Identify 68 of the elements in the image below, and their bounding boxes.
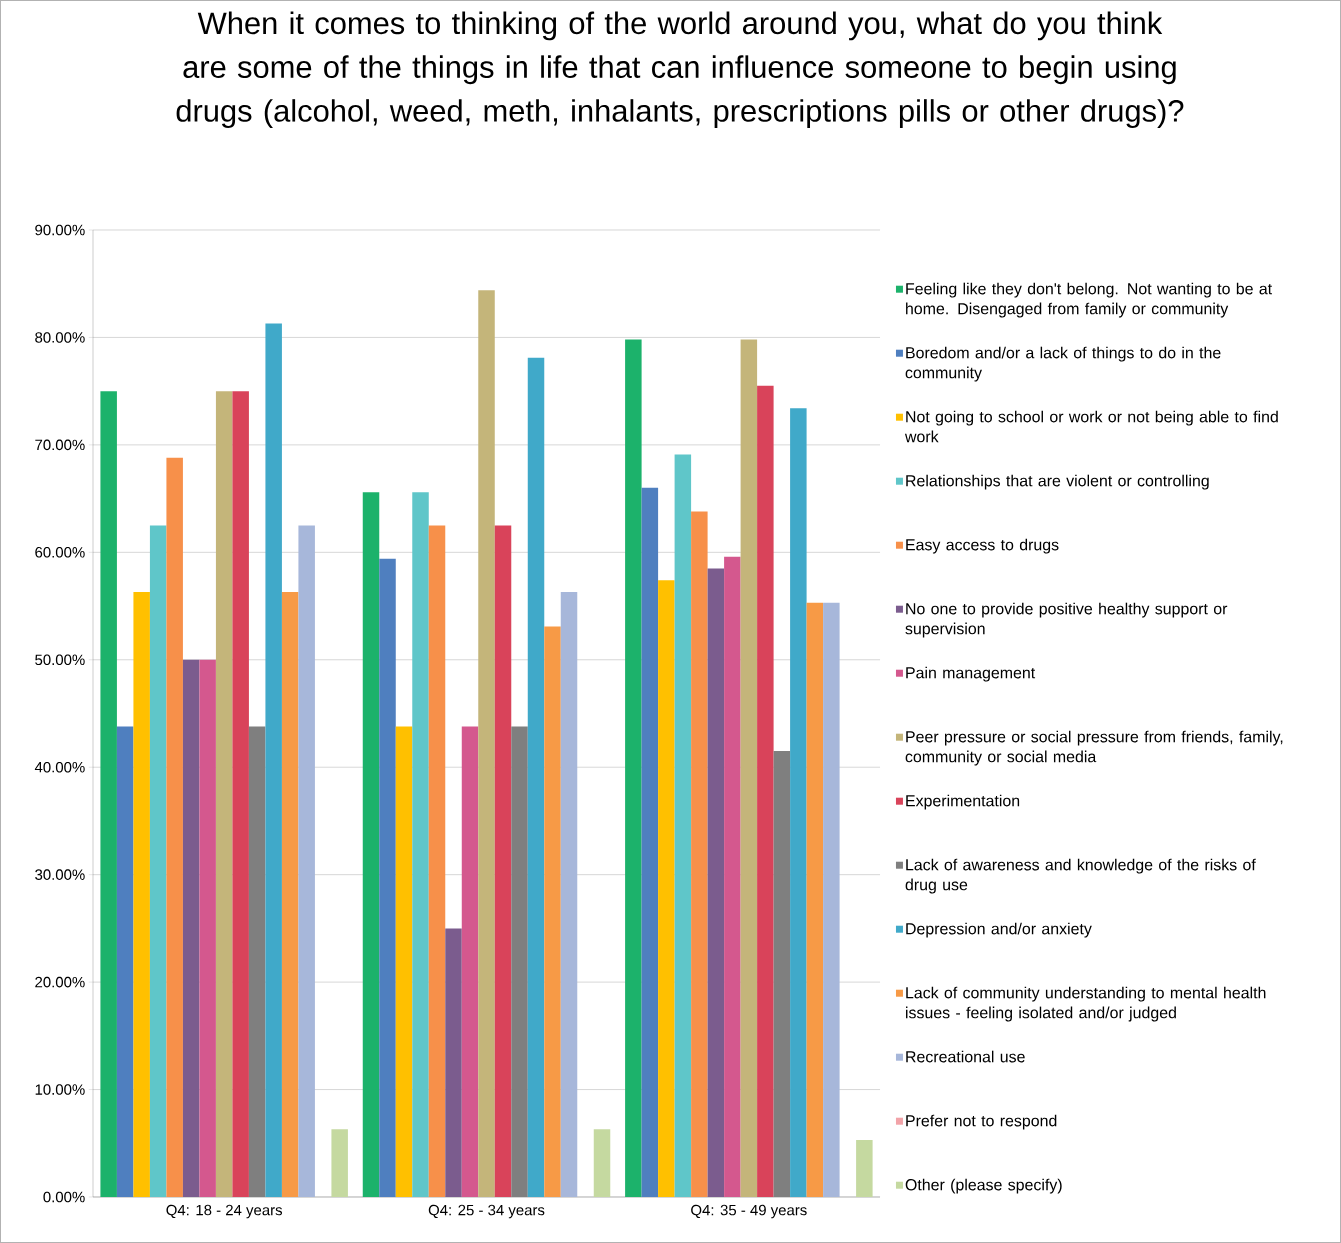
y-tick-label: 80.00% [35, 332, 85, 343]
bar [461, 726, 479, 1197]
bar [379, 558, 396, 1197]
x-tick-label: Q4: 35 - 49 years [691, 1204, 807, 1219]
bar [806, 602, 824, 1197]
y-tick-label: 30.00% [35, 869, 85, 880]
y-tick-label: 70.00% [35, 439, 85, 451]
bar [362, 492, 380, 1197]
bar [232, 391, 249, 1197]
bar [527, 357, 545, 1197]
bar [149, 525, 167, 1197]
legend-label: Prefer not to respond [906, 1114, 1057, 1130]
legend-label: Easy access to drugs [906, 538, 1059, 554]
bar [445, 928, 462, 1197]
bar [691, 511, 708, 1197]
x-tick-label: Q4: 18 - 24 years [166, 1204, 283, 1219]
x-tick-label: Q4: 25 - 34 years [428, 1204, 545, 1219]
bar [100, 391, 117, 1197]
legend-label: Feeling like they don't belong. Not wanting to be at home. Disengaged from family or community [906, 282, 1273, 318]
bar [560, 592, 578, 1197]
legend-label: Lack of community understanding to mental health issues - feeling isolated and/or judged [906, 986, 1266, 1022]
bar [265, 323, 282, 1197]
y-tick-label: 0.00% [43, 1191, 85, 1203]
y-tick-label: 20.00% [35, 976, 85, 988]
bar [478, 290, 495, 1197]
bar [641, 487, 659, 1197]
bar [298, 525, 315, 1197]
legend-label: Not going to school or work or not being able to find work [904, 410, 1278, 443]
bar [757, 385, 774, 1197]
bar [625, 339, 642, 1197]
bar [658, 580, 675, 1197]
bar [593, 1129, 611, 1197]
legend-label: Relationships that are violent or controlling [906, 474, 1209, 490]
bar [116, 726, 134, 1197]
bar [544, 626, 561, 1197]
y-tick-label: 50.00% [35, 654, 85, 666]
bar [412, 492, 429, 1197]
bar [674, 454, 692, 1197]
legend-label: Boredom and/or a lack of things to do in the community [905, 346, 1221, 382]
bar [494, 525, 512, 1197]
bar [707, 568, 725, 1197]
bar [215, 391, 233, 1197]
legend-label: Pain management [906, 666, 1036, 682]
y-tick-label: 90.00% [35, 224, 85, 236]
bar [166, 457, 183, 1197]
legend-label: Lack of awareness and knowledge of the risks of drug use [905, 858, 1256, 894]
bar [724, 556, 741, 1197]
bar [133, 592, 150, 1197]
legend-label: No one to provide positive healthy support or supervision [905, 602, 1228, 638]
y-tick-label: 10.00% [35, 1084, 85, 1095]
y-tick-label: 40.00% [34, 761, 85, 773]
legend-label: Peer pressure or social pressure from friends, family, community or social media [905, 730, 1283, 766]
bar [428, 525, 446, 1197]
bar [281, 592, 299, 1197]
bar [199, 659, 216, 1197]
bar [331, 1129, 348, 1197]
legend-label: Depression and/or anxiety [906, 922, 1092, 938]
legend-label: Experimentation [906, 794, 1020, 810]
bar [823, 602, 840, 1197]
bar [740, 339, 758, 1197]
bar [182, 659, 200, 1197]
bar [856, 1140, 873, 1197]
y-tick-label: 60.00% [35, 547, 85, 558]
legend-label: Recreational use [906, 1050, 1025, 1063]
legend-label: Other (please specify) [905, 1178, 1062, 1194]
bar [790, 408, 807, 1197]
bar [395, 726, 413, 1197]
chart-title: When it comes to thinking of the world around you, what do you think are some of the things in life that can influence someone to begin using drugs (alcohol, weed, meth, inhalants, prescriptions pills or other drugs)? [176, 11, 1184, 128]
